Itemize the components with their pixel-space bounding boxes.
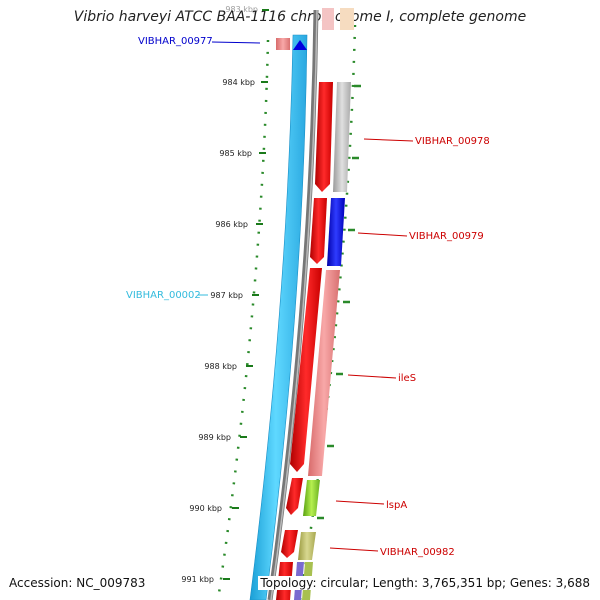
tick-label: 984 kbp bbox=[222, 78, 255, 87]
gene-ileS[interactable] bbox=[308, 270, 340, 476]
leader-VIBHAR_00979 bbox=[357, 232, 408, 237]
tick-label: 986 kbp bbox=[215, 220, 248, 229]
tick-label: 988 kbp bbox=[204, 362, 237, 371]
ticks: 983 kbp 984 kbp 985 kbp 986 kbp 987 kbp … bbox=[181, 5, 269, 584]
backbone-line bbox=[267, 9, 319, 600]
gene-faded-1[interactable] bbox=[322, 8, 334, 30]
gene-VIBHAR_00977[interactable] bbox=[293, 40, 307, 50]
leader-ileS bbox=[347, 374, 397, 379]
gene-ileS-red[interactable] bbox=[290, 268, 322, 472]
label-VIBHAR_00977[interactable]: VIBHAR_00977 bbox=[138, 36, 213, 47]
dotted-track-outer bbox=[298, 24, 357, 600]
gene-faded-2[interactable] bbox=[340, 8, 354, 30]
dotted-track-inner bbox=[216, 39, 270, 600]
tick-label: 991 kbp bbox=[181, 575, 214, 584]
leader-VIBHAR_00982 bbox=[329, 547, 379, 552]
gene-VIBHAR_00979[interactable] bbox=[327, 198, 345, 266]
tick-label: 983 kbp bbox=[225, 5, 258, 14]
gene-VIBHAR_00979-red[interactable] bbox=[310, 198, 327, 264]
map-title: Vibrio harveyi ATCC BAA-1116 chromosome … bbox=[73, 9, 527, 25]
tick-label: 985 kbp bbox=[219, 149, 252, 158]
label-VIBHAR_00979[interactable]: VIBHAR_00979 bbox=[409, 231, 484, 242]
accession-text: Accession: NC_009783 bbox=[9, 576, 146, 590]
label-VIBHAR_00982[interactable]: VIBHAR_00982 bbox=[380, 547, 455, 558]
tick-label: 990 kbp bbox=[189, 504, 222, 513]
label-VIBHAR_00002[interactable]: VIBHAR_00002 bbox=[126, 290, 201, 301]
gene-lspA-red[interactable] bbox=[286, 478, 303, 515]
gene-VIBHAR_00002[interactable] bbox=[249, 34, 308, 600]
gene-VIBHAR_00982[interactable] bbox=[298, 532, 316, 560]
leader-VIBHAR_00977 bbox=[211, 41, 261, 44]
gene-VIBHAR_00978-red[interactable] bbox=[315, 82, 333, 192]
topology-text: Topology: circular; Length: 3,765,351 bp… bbox=[258, 576, 590, 590]
leader-lspA bbox=[335, 500, 385, 505]
tick-label: 989 kbp bbox=[198, 433, 231, 442]
label-lspA[interactable]: lspA bbox=[386, 500, 407, 511]
label-VIBHAR_00978[interactable]: VIBHAR_00978 bbox=[415, 136, 490, 147]
gene-small-pink[interactable] bbox=[276, 38, 290, 50]
leader-VIBHAR_00978 bbox=[363, 138, 414, 142]
outer-dash-marks bbox=[317, 84, 361, 520]
gene-VIBHAR_00978[interactable] bbox=[333, 82, 351, 192]
label-ileS[interactable]: ileS bbox=[398, 373, 416, 384]
gene-lspA[interactable] bbox=[303, 480, 320, 516]
gene-VIBHAR_00982-red[interactable] bbox=[281, 530, 298, 558]
tick-label: 987 kbp bbox=[210, 291, 243, 300]
backbone-highlight bbox=[270, 9, 318, 600]
